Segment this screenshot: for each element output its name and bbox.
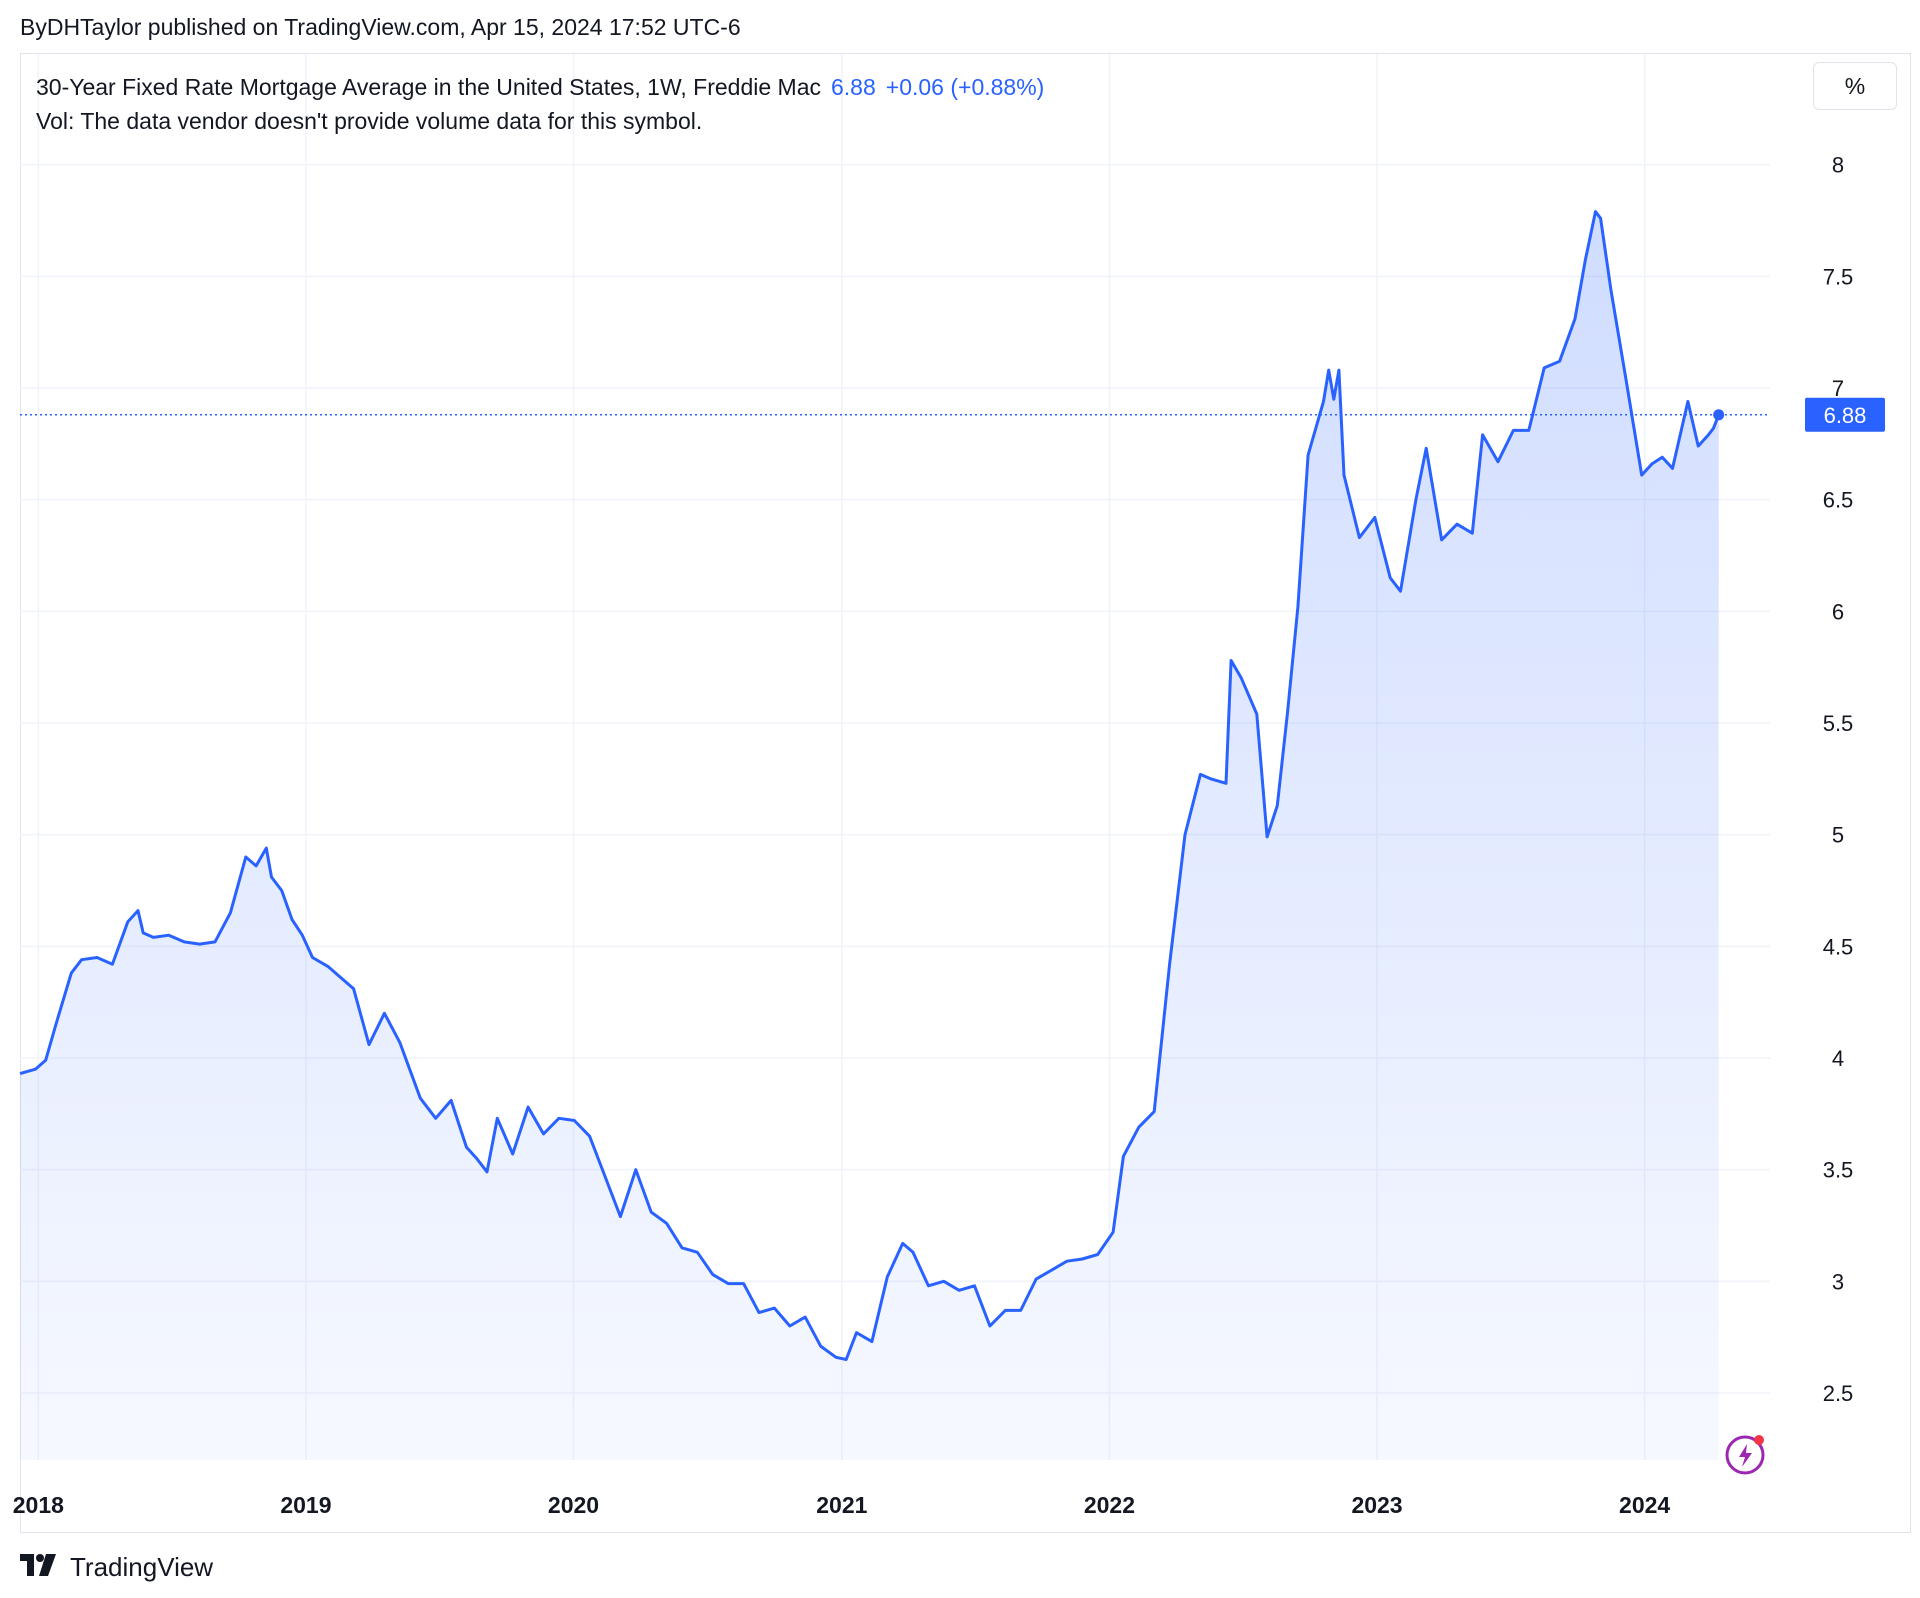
last-value: 6.88 xyxy=(831,74,876,100)
y-axis: 2.5 3 3.5 4 4.5 5 5.5 6 6.5 7 7.5 8 xyxy=(1823,153,1854,1406)
volume-note: Vol: The data vendor doesn't provide vol… xyxy=(36,108,703,134)
y-tick-label: 6.5 xyxy=(1823,488,1854,513)
x-tick-label: 2021 xyxy=(816,1492,867,1518)
x-tick-label: 2023 xyxy=(1351,1492,1402,1518)
last-value-point[interactable] xyxy=(1713,409,1725,421)
y-tick-label: 5.5 xyxy=(1823,711,1854,736)
percent-scale-button[interactable]: % xyxy=(1813,62,1897,110)
footer: TradingView xyxy=(20,1552,213,1583)
chart-frame xyxy=(20,53,1911,1533)
legend-line: 30-Year Fixed Rate Mortgage Average in t… xyxy=(36,70,1044,104)
symbol-title[interactable]: 30-Year Fixed Rate Mortgage Average in t… xyxy=(36,74,821,100)
y-tick-label: 8 xyxy=(1832,153,1844,178)
series-line[interactable] xyxy=(19,210,1721,1361)
x-tick-label: 2020 xyxy=(548,1492,599,1518)
x-tick-label: 2022 xyxy=(1084,1492,1135,1518)
y-tick-label: 3.5 xyxy=(1823,1158,1854,1183)
y-tick-label: 7.5 xyxy=(1823,264,1854,289)
y-tick-label: 6 xyxy=(1832,599,1844,624)
x-tick-label: 2018 xyxy=(13,1492,64,1518)
chart-area[interactable]: 2.5 3 3.5 4 4.5 5 5.5 6 6.5 7 7.5 8 2018 2019 2020 202… xyxy=(0,0,1920,1540)
x-tick-label: 2019 xyxy=(280,1492,331,1518)
last-value-badge-label: 6.88 xyxy=(1824,403,1867,428)
x-tick-label: 2024 xyxy=(1619,1492,1670,1518)
byline: ByDHTaylor published on TradingView.com,… xyxy=(20,14,741,40)
last-value-badge xyxy=(1805,397,1885,432)
legend: 30-Year Fixed Rate Mortgage Average in t… xyxy=(36,70,1044,138)
y-tick-label: 4.5 xyxy=(1823,934,1854,959)
tradingview-logo-icon[interactable] xyxy=(20,1554,60,1581)
series-area-fill xyxy=(20,211,1719,1461)
y-tick-label: 5 xyxy=(1832,823,1844,848)
y-tick-label: 4 xyxy=(1832,1046,1844,1071)
lightning-bolt-icon[interactable] xyxy=(1724,1430,1770,1481)
footer-brand[interactable]: TradingView xyxy=(70,1552,214,1582)
y-tick-label: 2.5 xyxy=(1823,1381,1854,1406)
y-tick-label: 7 xyxy=(1832,376,1844,401)
x-axis: 2018 2019 2020 2021 2022 2023 2024 xyxy=(13,1492,1671,1518)
change-value: +0.06 (+0.88%) xyxy=(885,74,1045,100)
y-tick-label: 3 xyxy=(1832,1269,1844,1294)
